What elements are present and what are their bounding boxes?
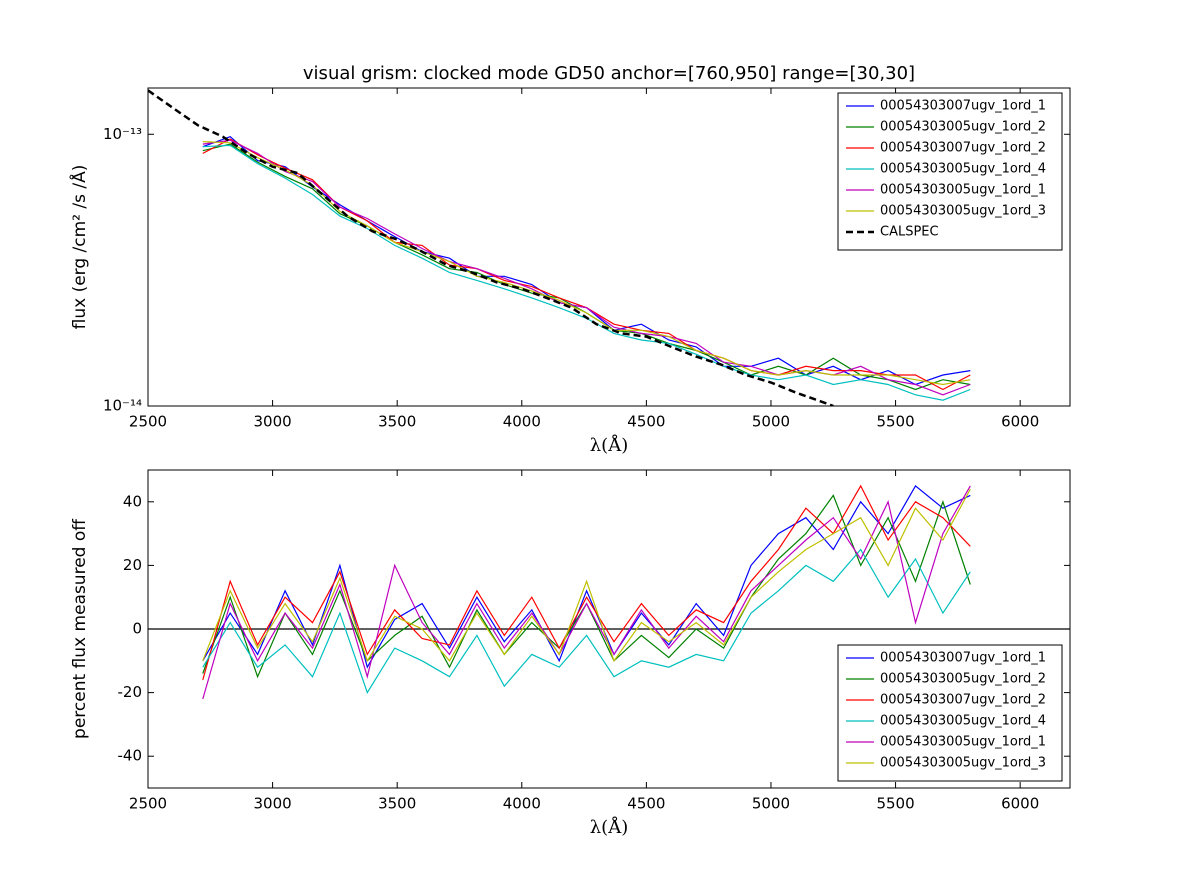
legend: 00054303007ugv_1ord_1 00054303005ugv_1ord… (837, 92, 1063, 251)
y-tick-label: 0 (132, 620, 142, 638)
legend: 00054303007ugv_1ord_1 00054303005ugv_1ord… (837, 644, 1063, 782)
plot-area (148, 89, 971, 406)
chart-title: visual grism: clocked mode GD50 anchor=[… (303, 63, 915, 84)
x-tick-label: 5500 (876, 413, 914, 431)
x-tick-label: 4000 (503, 413, 541, 431)
x-tick-label: 6000 (1001, 795, 1039, 813)
spectrum-line (202, 139, 971, 396)
x-tick-label: 3500 (378, 795, 416, 813)
x-tick-label: 5500 (876, 795, 914, 813)
axes-frame (147, 469, 1071, 789)
y-tick-label: -20 (118, 683, 143, 701)
legend-label: 00054303005ugv_1ord_2 (880, 672, 1046, 687)
legend-label: 00054303005ugv_1ord_3 (880, 204, 1046, 219)
x-tick-label: 3000 (254, 795, 292, 813)
spectrum-line (202, 485, 971, 700)
x-tick-label: 2500 (129, 795, 167, 813)
legend-label: 00054303007ugv_1ord_2 (880, 141, 1046, 156)
spectrum-line (202, 141, 971, 386)
legend-label: 00054303005ugv_1ord_3 (880, 756, 1046, 771)
x-axis-label: λ(Å) (590, 816, 628, 838)
legend-label: 00054303005ugv_1ord_1 (880, 735, 1046, 750)
x-tick-label: 4500 (627, 795, 665, 813)
legend-label: 00054303007ugv_1ord_1 (880, 651, 1046, 666)
legend-label: 00054303005ugv_1ord_4 (880, 714, 1046, 729)
x-tick-label: 2500 (129, 413, 167, 431)
x-tick-label: 5000 (752, 413, 790, 431)
x-tick-label: 3000 (254, 413, 292, 431)
legend-label: 00054303005ugv_1ord_2 (880, 120, 1046, 135)
spectrum-line (202, 488, 971, 663)
y-tick-label: 40 (123, 492, 142, 510)
y-tick-label: 20 (123, 556, 142, 574)
spectrum-line (202, 484, 971, 669)
legend-box (837, 92, 1063, 251)
legend-label: 00054303005ugv_1ord_4 (880, 162, 1046, 177)
legend-box (837, 644, 1063, 782)
legend-label: 00054303007ugv_1ord_2 (880, 693, 1046, 708)
x-tick-label: 4000 (503, 795, 541, 813)
y-tick-label: 10⁻¹⁴ (103, 397, 142, 415)
axes-frame (147, 87, 1071, 407)
legend-label: CALSPEC (880, 225, 939, 240)
y-axis-label: percent flux measured off (70, 518, 90, 739)
plot-area (202, 484, 971, 700)
legend-label: 00054303007ugv_1ord_1 (880, 99, 1046, 114)
y-tick-label: -40 (118, 747, 143, 765)
x-tick-label: 4500 (627, 413, 665, 431)
x-tick-label: 5000 (752, 795, 790, 813)
y-tick-label: 10⁻¹³ (103, 125, 142, 143)
x-tick-label: 3500 (378, 413, 416, 431)
reference-spectrum (148, 89, 834, 406)
spectrum-line (202, 548, 971, 694)
x-axis-label: λ(Å) (590, 434, 628, 456)
y-axis-label: flux (erg /cm² /s /Å) (68, 165, 90, 330)
spectrum-line (202, 484, 971, 681)
legend-label: 00054303005ugv_1ord_1 (880, 183, 1046, 198)
x-tick-label: 6000 (1001, 413, 1039, 431)
